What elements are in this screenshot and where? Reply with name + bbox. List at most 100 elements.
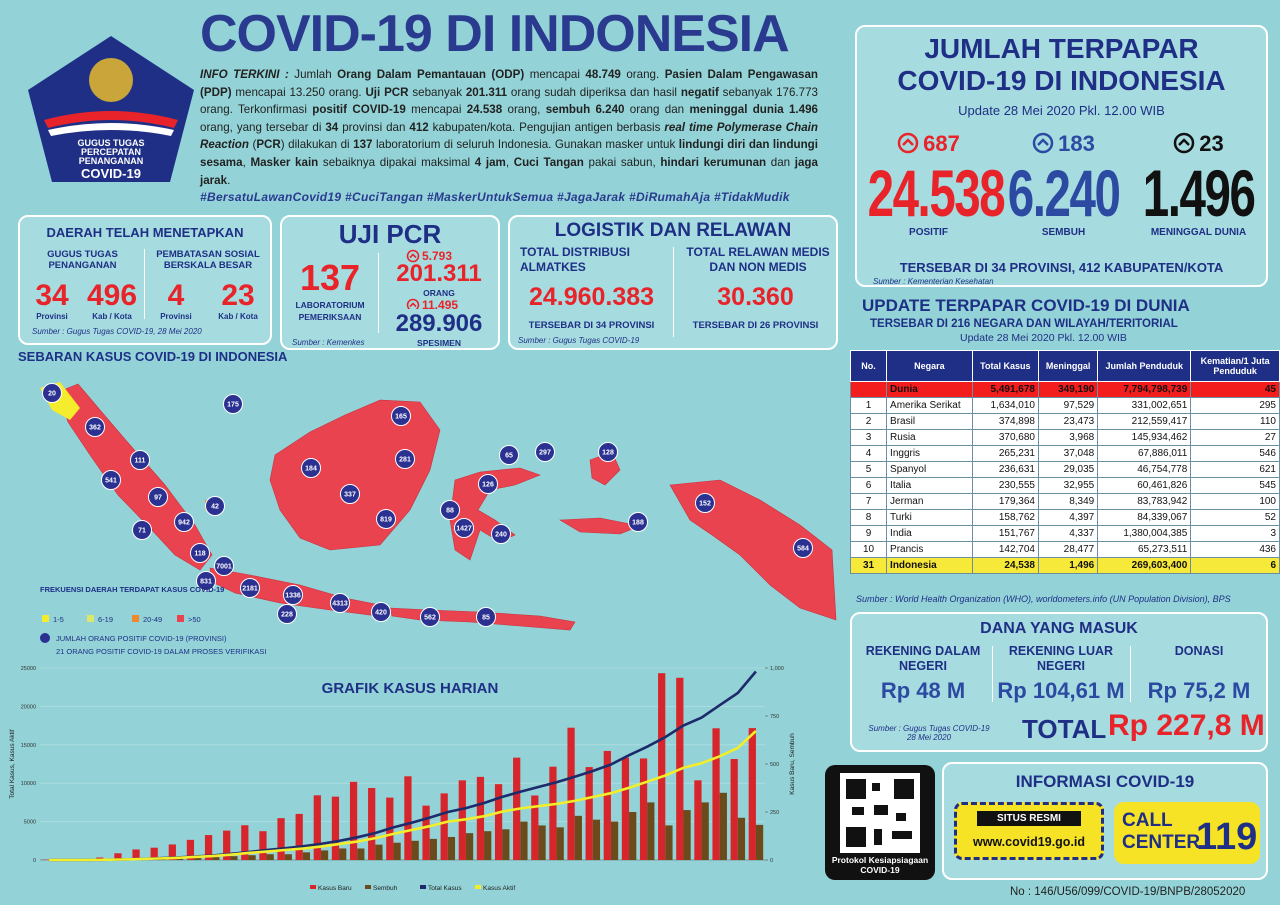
column-header: Total Kasus xyxy=(971,350,1039,382)
province-count: 942 xyxy=(178,520,190,527)
bar xyxy=(429,838,437,860)
info-emphasis: 24.538 xyxy=(466,103,503,117)
qr-block xyxy=(874,805,888,815)
table-row: 31 Indonesia 24,538 1,496 269,603,400 6 xyxy=(849,557,1280,574)
table-cell: 269,603,400 xyxy=(1097,557,1192,574)
info-emphasis: Orang Dalam Pemantauan (ODP) xyxy=(337,68,525,81)
call-number[interactable]: 119 xyxy=(1196,816,1258,858)
bar xyxy=(357,848,365,860)
island xyxy=(57,383,213,571)
divider xyxy=(378,253,379,333)
info-emphasis: negatif xyxy=(680,85,719,99)
province-bubble xyxy=(148,487,168,507)
table-cell: 179,364 xyxy=(971,493,1039,510)
total-label: TOTAL xyxy=(1022,714,1107,744)
bar xyxy=(494,784,503,860)
bar xyxy=(320,850,329,860)
table-cell: 6 xyxy=(849,477,888,494)
province-count: 97 xyxy=(154,495,162,502)
item-label: DONASI xyxy=(1174,644,1224,658)
table-cell: 621 xyxy=(1190,461,1280,478)
table-cell: 212,559,417 xyxy=(1097,413,1192,430)
table-cell: India xyxy=(886,525,973,542)
stat-increase-wrap: 687 xyxy=(861,131,996,157)
line xyxy=(49,730,757,862)
info-emphasis: meninggal dunia 1.496 xyxy=(689,103,818,117)
world-table: No. Negara Total Kasus Meninggal Jumlah Pend… xyxy=(849,350,1280,574)
item-note: TERSEBAR DI 26 PROVINSI xyxy=(692,320,819,331)
bar xyxy=(567,727,575,860)
stat-value-wrap: 6.240 xyxy=(976,155,1151,231)
world-table-wrap: No. Negara Total Kasus Meninggal Jumlah Pend… xyxy=(849,350,1280,574)
legend-swatch xyxy=(132,615,139,622)
table-cell: 32,955 xyxy=(1037,477,1099,494)
bar xyxy=(629,812,637,860)
bar xyxy=(368,788,376,860)
source: Sumber : World Health Organization (WHO)… xyxy=(856,594,1231,604)
bar xyxy=(694,780,702,860)
bar xyxy=(284,854,292,860)
table-cell: 1,634,010 xyxy=(971,397,1039,414)
table-cell: 60,461,826 xyxy=(1097,477,1192,494)
island xyxy=(558,517,642,535)
dana-panel: DANA YANG MASUK REKENING DALAM NEGERI RE… xyxy=(850,612,1268,752)
item-value: Rp 75,2 M xyxy=(1147,678,1251,703)
logo-stripe xyxy=(44,111,178,128)
table-cell: 10 xyxy=(849,541,888,558)
province-count: 20 xyxy=(48,391,56,398)
info-text: kabupaten/kota. Pengujian antigen berbas… xyxy=(428,120,665,134)
info-emphasis: PCR xyxy=(256,138,281,152)
info-text: ) dilakukan di xyxy=(280,138,354,152)
table-cell: 3 xyxy=(1190,525,1280,542)
province-bubble xyxy=(101,470,121,490)
stat-label: SEMBUH xyxy=(1041,227,1086,238)
table-cell: 236,631 xyxy=(971,461,1039,478)
table-cell: 331,002,651 xyxy=(1097,397,1192,414)
province-bubble xyxy=(476,607,496,627)
province-bubble xyxy=(132,520,152,540)
info-text: . xyxy=(227,173,231,187)
table-cell: 46,754,778 xyxy=(1097,461,1192,478)
stat-value-wrap: 24.538 xyxy=(841,155,1016,231)
bar xyxy=(393,842,401,860)
divider xyxy=(144,249,145,319)
labs-value: 137 xyxy=(299,257,361,298)
province-bubble xyxy=(695,493,715,513)
url[interactable]: www.covid19.go.id xyxy=(972,835,1086,849)
province-count: 240 xyxy=(495,532,507,539)
stat-label: POSITIF xyxy=(909,227,948,238)
province-bubble xyxy=(340,484,360,504)
table-cell: 349,190 xyxy=(1037,381,1099,398)
info-emphasis: Uji PCR xyxy=(365,85,409,99)
province-count: 337 xyxy=(344,492,356,499)
logo-text: COVID-19 xyxy=(81,166,141,181)
table-row: 1 Amerika Serikat 1,634,010 97,529 331,002,6… xyxy=(849,397,1280,414)
table-cell: 83,783,942 xyxy=(1097,493,1192,510)
stat-value: 23 xyxy=(221,279,255,312)
spesimen-value: 289.906 xyxy=(395,310,483,337)
info-text: orang, xyxy=(502,103,546,117)
icons xyxy=(406,249,420,309)
info-emphasis: 4 jam xyxy=(474,155,506,169)
stat-value: 4 xyxy=(167,279,185,312)
stat-increase-wrap: 23 xyxy=(1131,131,1266,157)
panel-title: INFORMASI COVID-19 xyxy=(1015,772,1195,791)
table-cell: 24,538 xyxy=(971,557,1039,574)
bar xyxy=(186,839,195,860)
bar xyxy=(230,856,238,860)
legend-swatch xyxy=(87,615,94,622)
bar xyxy=(259,831,267,860)
province-bubble xyxy=(793,538,813,558)
divider xyxy=(992,646,993,702)
column-header: No. xyxy=(849,350,888,382)
province-bubble xyxy=(196,571,216,591)
info-text: orang, yang tersebar di xyxy=(200,120,326,134)
table-cell: 5,491,678 xyxy=(971,381,1039,398)
panel-title: UJI PCR xyxy=(338,219,442,249)
table-cell: 145,934,462 xyxy=(1097,429,1192,446)
legend-bubble-label: JUMLAH ORANG POSITIF COVID-19 (PROVINSI) xyxy=(56,634,227,643)
table-cell: Turki xyxy=(886,509,973,526)
table-cell: 6 xyxy=(1190,557,1280,574)
bar xyxy=(701,802,709,860)
bar xyxy=(574,815,582,860)
